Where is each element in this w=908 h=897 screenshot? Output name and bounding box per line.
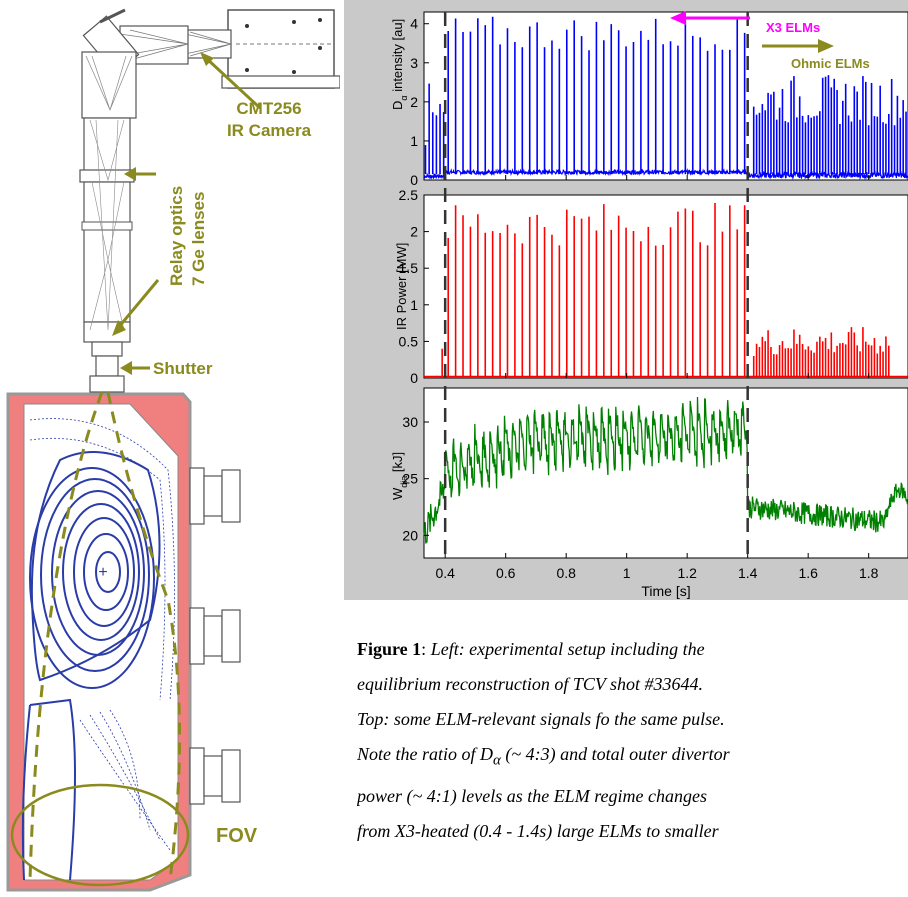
figure-caption: Figure 1: Left: experimental setup inclu…	[357, 632, 908, 849]
tcv-vessel: +	[6, 391, 241, 892]
xtick-label: 1.4	[738, 565, 758, 581]
caption-text-1: Left: experimental setup including the	[426, 639, 705, 659]
fov-label: FOV	[216, 825, 258, 847]
wdia-trace	[423, 396, 908, 544]
xtick-label: 1.8	[859, 565, 879, 581]
caption-text-4b: (~ 4:3) and total outer divertor	[500, 744, 730, 764]
caption-line-1: Figure 1: Left: experimental setup inclu…	[357, 632, 908, 667]
ytick-label: 25	[402, 471, 418, 487]
xtick-label: 0.8	[556, 565, 576, 581]
xtick-label: 0.4	[435, 565, 455, 581]
plots-svg: 0 1 2 3 4 0 0.5 1 1.5 2 2.5 20 25 30 0.4 0.6 0.8 1 1.2 1.4 1…	[390, 11, 908, 599]
ytick-label: 0	[410, 172, 418, 188]
setup-labels: CMT256 IR Camera Relay optics 7 Ge lense…	[112, 52, 312, 847]
xtick-label: 0.6	[496, 565, 516, 581]
ytick-label: 1	[410, 133, 418, 149]
caption-line-3: Top: some ELM-relevant signals fo the sa…	[357, 709, 725, 729]
ytick-label: 1.5	[399, 260, 419, 276]
caption-sub-alpha: α	[493, 752, 501, 769]
shutter-label: Shutter	[153, 359, 213, 378]
ylabel-dalpha: Dα intensity [au]	[390, 19, 409, 110]
relay-label-1: Relay optics	[167, 186, 186, 286]
figure-label: Figure 1	[357, 639, 422, 659]
caption-colon: :	[421, 639, 427, 659]
ytick-label: 0.5	[399, 333, 419, 349]
periscope-optics	[79, 8, 190, 393]
caption-line-5: power (~ 4:1) levels as the ELM regime c…	[357, 785, 707, 806]
elm-signal-plots: 0 1 2 3 4 0 0.5 1 1.5 2 2.5 20 25 30 0.4 0.6 0.8 1 1.2 1.4 1…	[344, 0, 908, 600]
ylabel-ir-power: IR Power [MW]	[394, 243, 409, 330]
caption-line-4: Note the ratio of Dα (~ 4:3) and total o…	[357, 737, 908, 779]
relay-label-2: 7 Ge lenses	[189, 191, 208, 286]
camera-label-1: CMT256	[236, 99, 301, 118]
ohmic-elms-annotation: Ohmic ELMs	[762, 39, 870, 71]
ytick-label: 1	[410, 297, 418, 313]
ytick-label: 2	[410, 94, 418, 110]
caption-line-2: equilibrium reconstruction of TCV shot #…	[357, 674, 704, 694]
xtick-label: 1.2	[677, 565, 697, 581]
setup-diagram: + CMT256 IR Camera Relay optics 7 Ge len…	[6, 8, 340, 892]
panel-ir-power	[423, 194, 908, 379]
fov-ellipse	[10, 783, 190, 887]
ytick-label: 30	[402, 414, 418, 430]
ytick-label: 3	[410, 55, 418, 71]
ytick-label: 4	[410, 16, 418, 32]
panel-dalpha	[423, 11, 908, 181]
x3-elms-label: X3 ELMs	[766, 20, 820, 35]
ytick-label: 2	[410, 224, 418, 240]
ytick-label: 0	[410, 370, 418, 386]
ir-camera-drawing	[184, 9, 340, 89]
xtick-label: 1.6	[798, 565, 818, 581]
xlabel-time: Time [s]	[641, 583, 690, 599]
ytick-label: 2.5	[399, 187, 419, 203]
x3-elms-annotation: X3 ELMs	[670, 11, 820, 35]
camera-label-2: IR Camera	[227, 121, 312, 140]
svg-text:+: +	[98, 564, 107, 581]
caption-line-6: from X3-heated (0.4 - 1.4s) large ELMs t…	[357, 820, 719, 841]
dalpha-baseline	[423, 168, 908, 181]
caption-text-4a: Note the ratio of D	[357, 744, 493, 764]
xtick-label: 1	[623, 565, 631, 581]
ohmic-elms-label: Ohmic ELMs	[791, 56, 870, 71]
ylabel-wdia: Wdia [kJ]	[390, 452, 409, 500]
ytick-label: 20	[402, 527, 418, 543]
